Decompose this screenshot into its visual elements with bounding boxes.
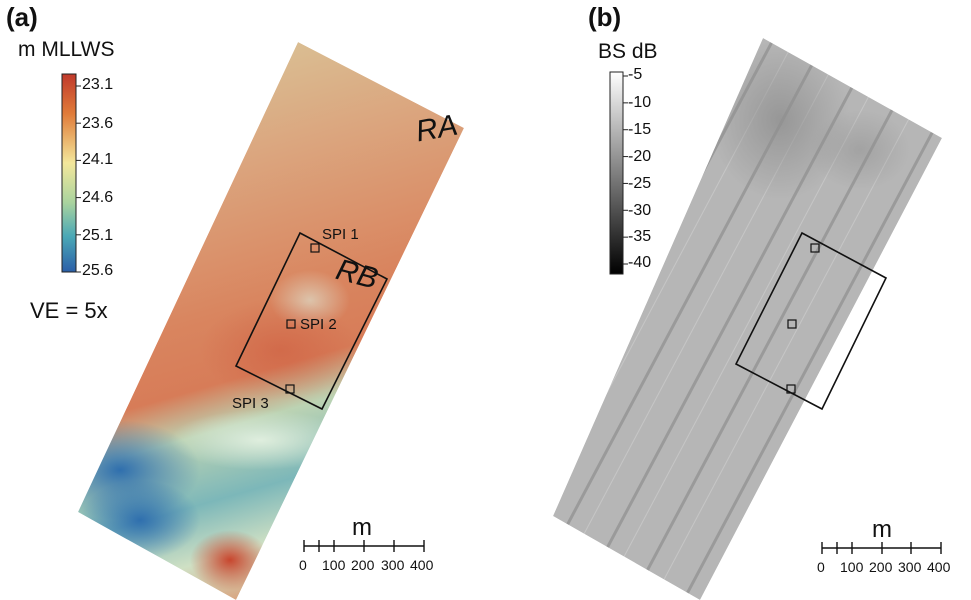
panel-a-scale-tick: 400 xyxy=(410,557,434,573)
bs-tick-label: -5 xyxy=(628,66,643,83)
study-box xyxy=(234,231,389,411)
bs-tick-label: -20 xyxy=(628,148,652,165)
panel-a-scale-tick: 100 xyxy=(322,557,346,573)
spi-3-marker-b xyxy=(786,384,796,394)
depth-tick-label: 24.1 xyxy=(82,151,114,168)
backscatter-colorbar-ticks xyxy=(623,75,628,265)
spi-2-marker-b xyxy=(787,319,797,329)
depth-tick-label: 25.6 xyxy=(82,262,114,279)
bs-tick-label: -10 xyxy=(628,94,652,111)
panel-b-scale-bar xyxy=(821,542,942,554)
panel-a-colorbar-title: m MLLWS xyxy=(18,38,115,61)
panel-a-scale-bar xyxy=(303,540,425,552)
spi-1-marker xyxy=(310,243,320,253)
depth-tick-label: 25.1 xyxy=(82,227,114,244)
panel-a-map xyxy=(61,42,464,600)
panel-b-scale-tick: 400 xyxy=(927,559,951,575)
spi-2-marker xyxy=(286,319,296,329)
depth-colorbar-ticks xyxy=(76,85,81,273)
panel-a-scale-tick: 200 xyxy=(351,557,375,573)
study-box-b xyxy=(734,231,888,411)
panel-a-scale-unit: m xyxy=(352,514,372,541)
spi-2-label: SPI 2 xyxy=(300,316,337,333)
bs-tick-label: -35 xyxy=(628,228,652,245)
panel-b-scale-tick: 0 xyxy=(817,559,825,575)
spi-3-marker xyxy=(285,384,295,394)
panel-b-scale-unit: m xyxy=(872,516,892,543)
panel-b-scale-tick: 200 xyxy=(869,559,893,575)
panel-a-scale-tick: 300 xyxy=(381,557,405,573)
spi-1-marker-b xyxy=(810,243,820,253)
region-label-ra: RA xyxy=(413,108,461,149)
bs-tick-label: -30 xyxy=(628,202,652,219)
panel-b-scale-tick: 300 xyxy=(898,559,922,575)
depth-colorbar xyxy=(61,73,77,273)
panel-b-scale-tick: 100 xyxy=(840,559,864,575)
depth-tick-label: 23.1 xyxy=(82,76,114,93)
panel-b-label: (b) xyxy=(588,2,622,32)
panel-a-label: (a) xyxy=(6,2,38,32)
depth-tick-label: 24.6 xyxy=(82,189,114,206)
panel-b-map xyxy=(553,38,942,600)
panel-a-scale-tick: 0 xyxy=(299,557,307,573)
backscatter-strip xyxy=(553,38,942,600)
bs-tick-label: -40 xyxy=(628,254,652,271)
bs-tick-label: -25 xyxy=(628,175,652,192)
depth-tick-label: 23.6 xyxy=(82,115,114,132)
panel-b-colorbar-title: BS dB xyxy=(598,40,658,63)
bs-tick-label: -15 xyxy=(628,121,652,138)
backscatter-colorbar xyxy=(609,71,624,275)
vertical-exaggeration-label: VE = 5x xyxy=(30,298,108,323)
spi-1-label: SPI 1 xyxy=(322,226,359,243)
spi-3-label: SPI 3 xyxy=(232,395,269,412)
